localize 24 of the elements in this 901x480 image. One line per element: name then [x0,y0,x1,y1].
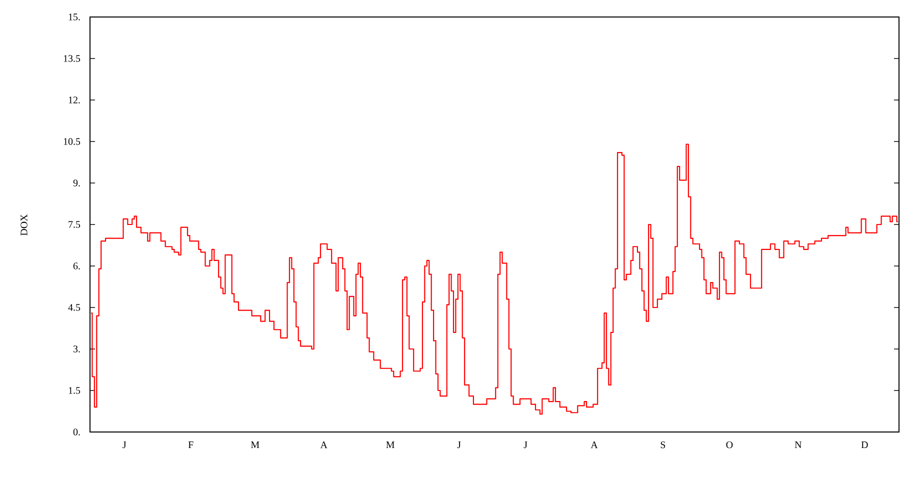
x-tick-label: S [660,442,666,448]
y-tick-label: 4.5 [68,304,80,311]
x-tick-label: J [457,442,461,448]
y-axis-title: DOX [20,214,28,236]
y-tick-label: 9. [73,180,80,186]
y-tick-label: 12. [68,96,80,104]
y-tick-label: 10.5 [64,138,80,145]
x-tick-label: A [320,442,328,448]
y-tick-label: 13.5 [64,55,80,62]
x-tick-label: J [122,442,126,448]
x-tick-label: M [250,442,260,448]
y-tick-label: 0. [73,428,80,436]
x-tick-label: J [524,442,528,448]
x-tick-label: F [188,442,194,448]
x-tick-label: D [861,442,868,448]
x-tick-label: M [386,442,394,448]
y-tick-label: 3. [73,346,80,352]
y-tick-label: 1.5 [68,387,80,394]
x-tick-label: N [794,442,802,448]
y-tick-label: 6. [73,262,80,270]
y-tick-label: 7.5 [68,221,80,228]
y-tick-label: 15. [68,14,80,20]
x-tick-label: A [590,442,598,448]
x-tick-label: O [726,442,733,448]
